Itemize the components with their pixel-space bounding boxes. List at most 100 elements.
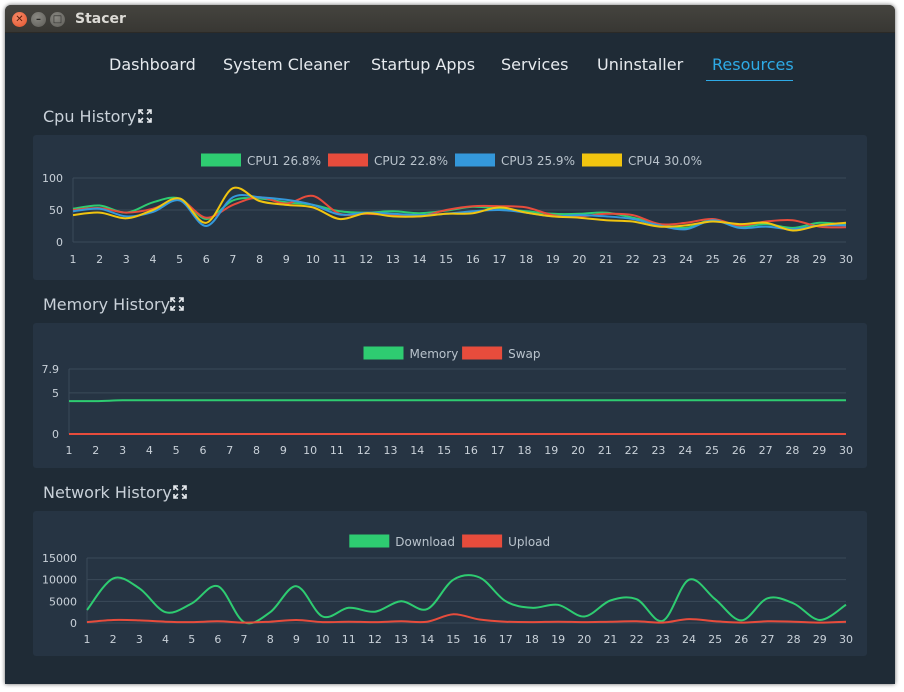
minimize-icon: – [36,13,41,25]
x-tick-label: 19 [544,444,558,457]
legend-label: CPU1 26.8% [247,154,321,168]
x-tick-label: 27 [759,253,773,266]
memory-expand-icon[interactable] [170,297,184,311]
legend-label: CPU3 25.9% [501,154,575,168]
x-tick-label: 14 [413,253,427,266]
x-tick-label: 17 [491,444,505,457]
x-tick-label: 6 [199,444,206,457]
x-tick-label: 2 [110,633,117,646]
x-tick-label: 15 [439,253,453,266]
x-tick-label: 2 [96,253,103,266]
window-title: Stacer [75,11,126,27]
title-bar: ✕ – □ Stacer [5,5,895,33]
x-tick-label: 27 [760,633,774,646]
x-tick-label: 6 [203,253,210,266]
x-tick-label: 21 [603,633,617,646]
legend-swatch [582,153,622,167]
x-tick-label: 16 [464,444,478,457]
main-nav: Dashboard System Cleaner Startup Apps Se… [5,55,895,85]
x-tick-label: 16 [473,633,487,646]
tab-services[interactable]: Services [501,55,569,74]
x-tick-label: 18 [519,253,533,266]
legend-label: Swap [508,347,540,361]
series-line [86,613,847,624]
x-tick-label: 30 [839,253,853,266]
x-tick-label: 22 [625,444,639,457]
app-window: ✕ – □ Stacer Dashboard System Cleaner St… [5,5,895,684]
x-tick-label: 25 [706,253,720,266]
x-tick-label: 4 [162,633,169,646]
x-tick-label: 20 [577,633,591,646]
x-tick-label: 7 [229,253,236,266]
x-tick-label: 12 [357,444,371,457]
x-tick-label: 6 [214,633,221,646]
memory-history-title: Memory History [43,295,171,314]
tab-uninstaller[interactable]: Uninstaller [597,55,684,74]
x-tick-label: 25 [705,444,719,457]
x-tick-label: 10 [316,633,330,646]
legend-label: Upload [508,535,550,549]
maximize-icon: □ [52,13,63,25]
y-tick-label: 50 [49,204,63,217]
series-line [72,186,847,232]
series-line [72,193,847,231]
x-tick-label: 15 [446,633,460,646]
series-line [68,399,846,403]
x-tick-label: 7 [226,444,233,457]
x-tick-label: 13 [384,444,398,457]
network-chart-panel: 15000 10000 5000 0 1 2 3 4 5 6 7 8 9 10 11 12 13 14 15 16 17… [33,511,867,656]
x-tick-label: 1 [84,633,91,646]
cpu-chart-panel: 100 50 0 1 2 3 4 5 6 7 8 9 10 11 12 13 14 15 16 17 18 19 20 21 2… [33,135,867,280]
cpu-expand-icon[interactable] [138,109,152,123]
x-tick-label: 1 [70,253,77,266]
y-tick-label: 0 [52,428,59,441]
x-tick-label: 8 [256,253,263,266]
x-tick-label: 13 [394,633,408,646]
x-tick-label: 9 [283,253,290,266]
tab-dashboard[interactable]: Dashboard [109,55,196,74]
x-tick-label: 29 [812,253,826,266]
x-tick-label: 18 [517,444,531,457]
x-tick-label: 20 [572,253,586,266]
legend-swatch [201,153,241,167]
y-tick-label: 0 [70,617,77,630]
x-tick-label: 21 [598,444,612,457]
x-tick-label: 20 [571,444,585,457]
x-tick-label: 9 [293,633,300,646]
x-tick-label: 30 [839,444,853,457]
x-tick-label: 24 [679,253,693,266]
y-tick-label: 10000 [42,574,77,587]
legend-swatch [455,153,495,167]
tab-system-cleaner[interactable]: System Cleaner [223,55,350,74]
tab-resources[interactable]: Resources [712,55,794,74]
network-history-title: Network History [43,483,172,502]
close-window-button[interactable]: ✕ [12,12,27,27]
series-line [72,194,847,229]
x-tick-label: 29 [813,633,827,646]
legend-swatch [462,534,503,548]
close-icon: ✕ [15,13,24,25]
x-tick-label: 14 [410,444,424,457]
x-tick-label: 4 [149,253,156,266]
tab-startup-apps[interactable]: Startup Apps [371,55,476,74]
minimize-window-button[interactable]: – [31,12,46,27]
x-tick-label: 24 [682,633,696,646]
x-tick-label: 26 [732,444,746,457]
network-expand-icon[interactable] [173,485,187,499]
x-tick-label: 2 [92,444,99,457]
x-tick-label: 5 [188,633,195,646]
x-tick-label: 26 [732,253,746,266]
x-tick-label: 17 [492,253,506,266]
x-tick-label: 21 [599,253,613,266]
x-tick-label: 12 [359,253,373,266]
x-tick-label: 26 [734,633,748,646]
x-tick-label: 12 [368,633,382,646]
x-tick-label: 3 [136,633,143,646]
legend-swatch [363,346,404,360]
maximize-window-button[interactable]: □ [50,12,65,27]
x-tick-label: 24 [678,444,692,457]
y-tick-label: 5 [52,387,59,400]
x-tick-label: 14 [420,633,434,646]
